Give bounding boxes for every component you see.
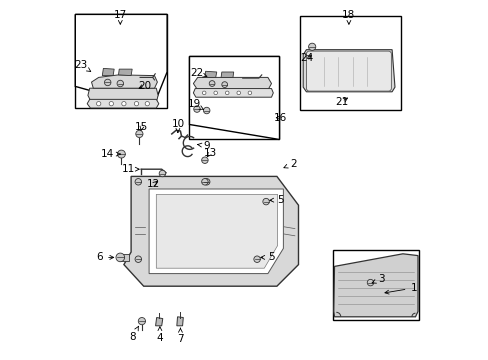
- Polygon shape: [188, 56, 278, 139]
- Text: 24: 24: [299, 53, 312, 63]
- Circle shape: [122, 102, 126, 106]
- Bar: [120, 254, 129, 261]
- Polygon shape: [75, 14, 167, 108]
- Text: 6: 6: [96, 252, 114, 262]
- Text: 12: 12: [147, 179, 160, 189]
- Bar: [300, 16, 400, 110]
- Circle shape: [145, 102, 149, 106]
- Text: 18: 18: [342, 10, 355, 24]
- Text: 9: 9: [197, 141, 209, 151]
- Text: 7: 7: [177, 328, 183, 344]
- Circle shape: [209, 81, 215, 86]
- Text: 23: 23: [74, 60, 91, 72]
- Circle shape: [159, 170, 165, 177]
- Text: 15: 15: [135, 122, 148, 132]
- Polygon shape: [149, 189, 283, 274]
- Bar: [332, 250, 418, 320]
- Polygon shape: [102, 68, 114, 76]
- Text: 3: 3: [371, 274, 384, 284]
- FancyBboxPatch shape: [306, 51, 390, 91]
- Circle shape: [247, 91, 251, 95]
- Circle shape: [201, 179, 208, 185]
- Polygon shape: [118, 69, 132, 76]
- Circle shape: [263, 198, 269, 205]
- Polygon shape: [87, 99, 159, 108]
- Circle shape: [138, 318, 145, 325]
- Polygon shape: [193, 77, 271, 90]
- Circle shape: [116, 253, 124, 262]
- Polygon shape: [88, 88, 158, 103]
- Text: 17: 17: [113, 10, 127, 24]
- Text: 10: 10: [171, 119, 184, 132]
- Polygon shape: [204, 71, 216, 77]
- Text: 16: 16: [273, 113, 286, 123]
- Text: 22: 22: [190, 68, 206, 78]
- Text: 8: 8: [129, 326, 138, 342]
- Circle shape: [96, 102, 101, 106]
- Polygon shape: [221, 72, 233, 77]
- Circle shape: [135, 256, 141, 262]
- Text: 5: 5: [260, 252, 274, 262]
- Circle shape: [109, 102, 113, 106]
- Circle shape: [134, 102, 139, 106]
- Polygon shape: [303, 50, 394, 92]
- Circle shape: [117, 80, 123, 87]
- Circle shape: [203, 107, 209, 114]
- Text: 19: 19: [187, 99, 203, 109]
- Circle shape: [193, 106, 200, 112]
- Circle shape: [308, 43, 315, 50]
- Text: 11: 11: [122, 164, 139, 174]
- Circle shape: [201, 157, 208, 163]
- Bar: [75, 14, 167, 108]
- Text: 5: 5: [269, 195, 283, 205]
- Polygon shape: [155, 318, 163, 326]
- Circle shape: [222, 82, 227, 87]
- Text: 21: 21: [334, 96, 347, 107]
- Circle shape: [117, 150, 125, 158]
- Circle shape: [104, 79, 111, 86]
- Circle shape: [213, 91, 217, 95]
- Polygon shape: [193, 89, 273, 97]
- Text: 20: 20: [138, 81, 151, 91]
- Circle shape: [366, 279, 373, 286]
- Circle shape: [253, 256, 260, 262]
- Text: 4: 4: [156, 327, 163, 343]
- Circle shape: [225, 91, 228, 95]
- Text: 14: 14: [101, 149, 120, 159]
- Circle shape: [135, 179, 141, 185]
- Polygon shape: [177, 317, 183, 326]
- Polygon shape: [123, 176, 298, 286]
- Circle shape: [202, 91, 205, 95]
- Circle shape: [203, 179, 209, 185]
- Text: 13: 13: [203, 148, 217, 158]
- Polygon shape: [156, 194, 277, 268]
- Circle shape: [136, 130, 142, 138]
- Bar: [188, 56, 278, 139]
- Polygon shape: [333, 254, 417, 317]
- Circle shape: [237, 91, 240, 95]
- Text: 2: 2: [284, 159, 296, 169]
- Polygon shape: [91, 75, 157, 88]
- Text: 1: 1: [384, 283, 416, 294]
